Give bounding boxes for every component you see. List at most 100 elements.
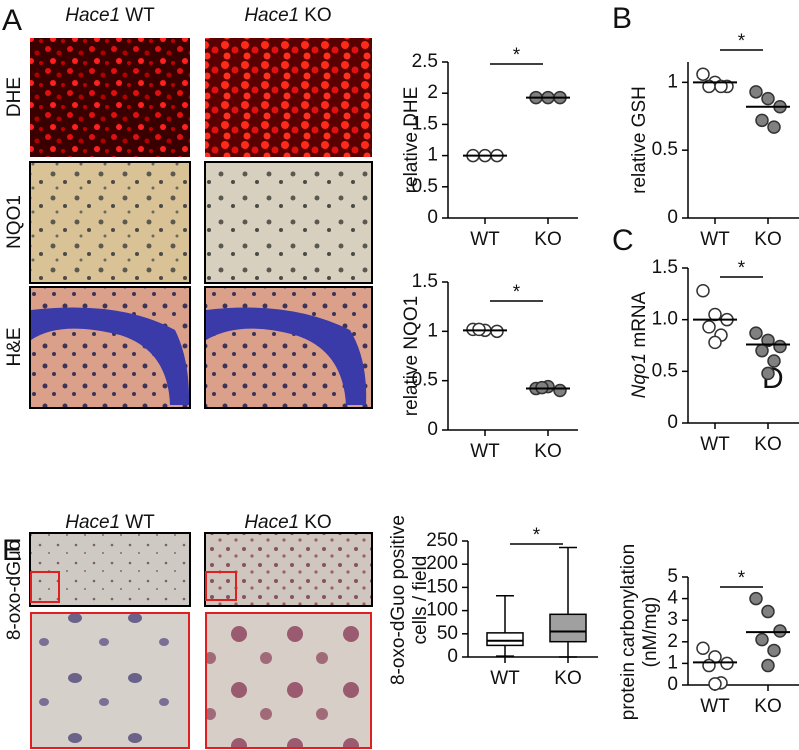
x-tick-label: WT	[490, 668, 520, 689]
y-axis-label: protein carbonylation	[618, 544, 639, 720]
y-tick-label: 2.5	[412, 51, 438, 72]
zoom-box	[205, 571, 237, 601]
row-label: H&E	[4, 327, 25, 366]
y-tick-label: 1.5	[412, 113, 438, 134]
row-label: DHE	[4, 77, 25, 117]
significance-label: *	[738, 31, 746, 52]
y-tick-label: 0.5	[412, 176, 438, 197]
group-name: WT	[125, 512, 155, 533]
y-tick-label: 1.0	[652, 309, 678, 330]
image-nqo1-ko	[204, 161, 373, 284]
data-point	[761, 91, 775, 106]
significance-label: *	[738, 568, 746, 589]
panel-letter: C	[612, 224, 634, 257]
gene-name: Hace1	[244, 512, 299, 533]
panel-letter: B	[612, 2, 632, 35]
x-tick-label: WT	[700, 229, 730, 250]
box	[549, 613, 587, 643]
data-point	[553, 383, 567, 398]
y-tick-label: 4	[667, 588, 678, 609]
data-point	[749, 85, 763, 99]
tissue-band	[206, 307, 367, 405]
data-point	[696, 67, 710, 81]
x-tick-label: WT	[470, 441, 500, 462]
y-tick-label: 0.5	[412, 370, 438, 391]
data-point	[714, 79, 728, 94]
data-point	[720, 656, 734, 671]
y-tick-label: 0	[667, 412, 678, 433]
panel-letter: E	[2, 534, 22, 567]
data-point	[773, 339, 787, 354]
x-tick-label: KO	[534, 441, 561, 462]
group-name: WT	[125, 5, 155, 26]
data-point	[708, 677, 722, 691]
y-tick-label: 1	[427, 145, 438, 166]
y-axis-label: (nM/mg)	[640, 597, 661, 668]
y-tick-label: 0	[667, 674, 678, 695]
y-axis-label: 8-oxo-dGuo positive	[388, 515, 409, 685]
zoom-box	[30, 571, 60, 603]
y-tick-label: 0.5	[652, 139, 678, 160]
significance-label: *	[533, 525, 541, 546]
y-axis-label: cells / field	[410, 556, 431, 645]
image-zoom-wt	[30, 612, 190, 749]
x-tick-label: KO	[754, 229, 781, 250]
y-tick-label: 200	[426, 553, 458, 574]
label-span: mRNA	[629, 291, 650, 353]
data-point	[767, 120, 781, 134]
y-axis-label: relative DHE	[401, 87, 422, 194]
x-tick-label: WT	[700, 434, 730, 455]
image-nqo1-wt	[29, 161, 191, 284]
y-axis-label: relative GSH	[629, 86, 650, 194]
y-tick-label: 0	[447, 646, 458, 667]
column-label: Hace1 KO	[244, 512, 331, 533]
y-tick-label: 0.5	[652, 360, 678, 381]
y-tick-label: 50	[437, 623, 458, 644]
row-label: 8-oxo-dGuo	[4, 540, 25, 640]
y-tick-label: 1	[667, 652, 678, 673]
y-axis-label: relative NQO1	[401, 296, 422, 416]
data-point	[755, 343, 769, 358]
significance-label: *	[513, 45, 521, 66]
data-point	[767, 643, 781, 658]
y-tick-label: 2	[667, 631, 678, 652]
column-label: Hace1 WT	[65, 512, 155, 533]
x-tick-label: KO	[554, 668, 581, 689]
y-tick-label: 100	[426, 600, 458, 621]
image-dhe-wt	[30, 38, 190, 157]
y-tick-label: 3	[667, 609, 678, 630]
data-point	[755, 632, 769, 647]
significance-label: *	[738, 258, 746, 279]
data-point	[761, 366, 775, 381]
data-point	[761, 658, 775, 673]
tissue-band	[31, 307, 190, 405]
data-point	[749, 591, 763, 606]
x-tick-label: KO	[754, 696, 781, 717]
box	[486, 632, 524, 647]
y-axis-label: Nqo1 mRNA	[629, 291, 650, 398]
data-point	[761, 604, 775, 619]
data-point	[755, 113, 769, 128]
image-zoom-ko	[205, 612, 372, 749]
label-span: Nqo1	[629, 353, 650, 398]
y-tick-label: 250	[426, 530, 458, 551]
data-point	[749, 326, 763, 340]
data-point	[708, 335, 722, 350]
y-tick-label: 1.5	[652, 257, 678, 278]
column-label: Hace1 WT	[65, 5, 155, 26]
data-point	[761, 333, 775, 348]
data-point	[767, 354, 781, 368]
data-point	[773, 624, 787, 638]
gene-name: Hace1	[65, 5, 120, 26]
x-tick-label: WT	[470, 229, 500, 250]
data-point	[696, 283, 710, 298]
y-tick-label: 5	[667, 566, 678, 587]
row-label: NQO1	[4, 195, 25, 249]
x-tick-label: KO	[534, 229, 561, 250]
data-point	[702, 320, 716, 334]
significance-label: *	[513, 282, 521, 303]
y-tick-label: 150	[426, 576, 458, 597]
gene-name: Hace1	[244, 5, 299, 26]
group-name: KO	[304, 5, 331, 26]
